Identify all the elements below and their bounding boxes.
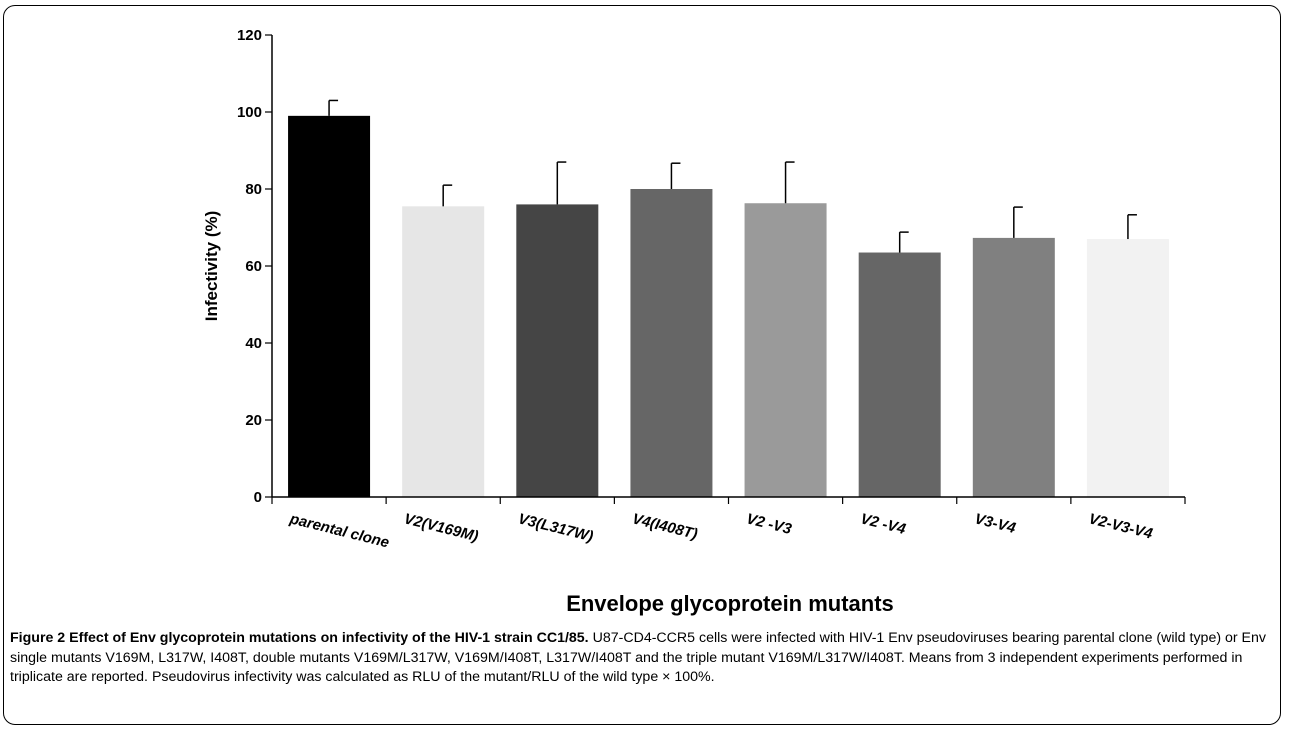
y-axis: 0 20 40 60 80 100 120 — [237, 27, 273, 506]
caption-title: Figure 2 Effect of Env glycoprotein muta… — [10, 630, 589, 646]
x-tick-label: V3(L317W) — [516, 510, 595, 545]
bar — [744, 203, 827, 497]
x-axis-label: Envelope glycoprotein mutants — [566, 591, 894, 616]
bar — [972, 237, 1055, 497]
bar — [288, 115, 371, 497]
x-tick-label: V3-V4 — [973, 510, 1018, 537]
y-tick-label: 100 — [237, 104, 262, 121]
x-tick-label: V2 -V3 — [745, 510, 794, 538]
y-tick-label: 40 — [245, 335, 262, 352]
error-bars — [328, 99, 1137, 253]
x-tick-label: V2(V169M) — [402, 510, 480, 545]
y-tick-label: 120 — [237, 27, 262, 44]
x-tick-label: V2 -V4 — [859, 510, 908, 538]
figure-caption: Figure 2 Effect of Env glycoprotein muta… — [10, 629, 1272, 688]
bar — [516, 204, 599, 497]
x-tick-label: V2-V3-V4 — [1087, 510, 1155, 542]
y-axis-label: Infectivity (%) — [202, 211, 221, 322]
bar — [1086, 239, 1169, 498]
y-tick-label: 0 — [254, 489, 262, 506]
bar — [858, 252, 941, 497]
x-axis: parental clone V2(V169M) V3(L317W) V4(I408T… — [271, 496, 1186, 551]
x-tick-label: V4(I408T) — [630, 510, 699, 543]
bars — [288, 115, 1169, 498]
y-tick-label: 20 — [245, 412, 262, 429]
x-tick-label: parental clone — [287, 510, 391, 551]
caption-body: U87-CD4-CCR5 cells were infected with HI… — [10, 630, 1266, 685]
figure-frame — [3, 5, 1281, 725]
bar — [402, 206, 485, 497]
y-tick-label: 80 — [245, 181, 262, 198]
bar-chart: 0 20 40 60 80 100 120 parental clone V2(V169M) V… — [202, 27, 1186, 616]
bar — [630, 189, 713, 497]
y-tick-label: 60 — [245, 258, 262, 275]
